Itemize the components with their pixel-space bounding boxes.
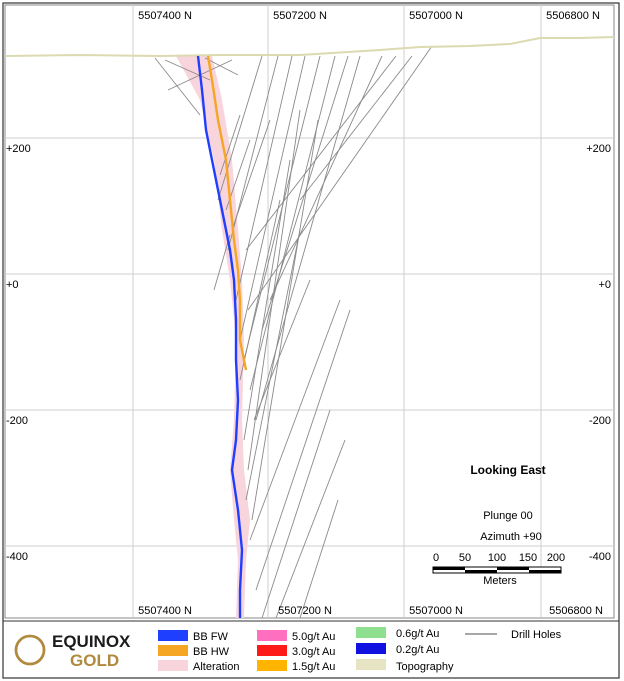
drill-hole bbox=[245, 55, 397, 251]
bb-fw-contact bbox=[196, 55, 244, 618]
scale-bar-segment bbox=[497, 567, 529, 570]
legend-label-5g: 5.0g/t Au bbox=[292, 631, 335, 643]
scale-tick-label: 100 bbox=[488, 552, 506, 564]
drill-hole bbox=[247, 45, 433, 311]
legend-swatch-bb-hw bbox=[158, 645, 188, 656]
northing-labels-bottom: 5507400 N 5507200 N 5507000 N 5506800 N bbox=[138, 605, 603, 617]
scale-tick-label: 50 bbox=[459, 552, 471, 564]
scale-bar-segment bbox=[529, 570, 561, 573]
scale-bar-segment bbox=[433, 567, 465, 570]
drill-hole bbox=[251, 119, 319, 521]
elevation-label: +0 bbox=[598, 279, 611, 291]
drill-hole bbox=[299, 499, 339, 619]
legend-label-bb-hw: BB HW bbox=[193, 646, 230, 658]
brand-name-line2: GOLD bbox=[70, 651, 119, 670]
drill-hole bbox=[255, 55, 361, 421]
brand-name-line1: EQUINOX bbox=[52, 632, 131, 651]
drill-hole bbox=[204, 57, 239, 76]
drill-hole bbox=[235, 55, 293, 301]
elevation-labels-left: +200 +0 -200 -400 bbox=[6, 143, 31, 563]
drill-hole bbox=[299, 55, 413, 201]
view-title: Looking East bbox=[470, 463, 545, 477]
scale-tick-label: 200 bbox=[547, 552, 565, 564]
drill-hole bbox=[164, 59, 211, 81]
drill-hole bbox=[269, 55, 383, 301]
plunge-label: Plunge 00 bbox=[483, 510, 533, 522]
legend-swatch-5g bbox=[257, 630, 287, 641]
scale-bar-segment bbox=[465, 570, 497, 573]
legend-swatch-bb-fw bbox=[158, 630, 188, 641]
drill-hole bbox=[231, 119, 271, 231]
drill-hole bbox=[275, 439, 346, 619]
legend-swatch-0-6g bbox=[356, 627, 386, 638]
northing-label: 5507200 N bbox=[278, 605, 332, 617]
legend-col-2: 5.0g/t Au 3.0g/t Au 1.5g/t Au bbox=[257, 630, 335, 673]
drill-hole bbox=[249, 55, 336, 391]
drill-hole bbox=[239, 199, 281, 381]
northing-label: 5507200 N bbox=[273, 10, 327, 22]
scale-bar: 0 50 100 150 200 Meters bbox=[432, 552, 565, 587]
northing-label: 5507400 N bbox=[138, 10, 192, 22]
elevation-label: -200 bbox=[6, 415, 28, 427]
legend-label-1-5g: 1.5g/t Au bbox=[292, 661, 335, 673]
drill-hole bbox=[217, 55, 263, 201]
drill-hole bbox=[239, 55, 306, 341]
elevation-label: -400 bbox=[589, 551, 611, 563]
drill-hole bbox=[243, 159, 291, 441]
northing-labels-top: 5507400 N 5507200 N 5507000 N 5506800 N bbox=[138, 10, 600, 22]
northing-label: 5507000 N bbox=[409, 605, 463, 617]
northing-label: 5507000 N bbox=[409, 10, 463, 22]
drill-hole bbox=[247, 109, 301, 471]
drill-hole bbox=[249, 299, 341, 541]
legend-swatch-3g bbox=[257, 645, 287, 656]
elevation-label: -200 bbox=[589, 415, 611, 427]
drill-holes bbox=[154, 45, 433, 619]
drill-hole bbox=[253, 279, 311, 421]
elevation-label: +200 bbox=[586, 143, 611, 155]
plot-frame bbox=[4, 4, 615, 619]
legend-label-0-6g: 0.6g/t Au bbox=[396, 628, 439, 640]
elevation-label: +0 bbox=[6, 279, 19, 291]
legend-label-bb-fw: BB FW bbox=[193, 631, 228, 643]
azimuth-label: Azimuth +90 bbox=[480, 531, 541, 543]
drill-hole bbox=[245, 229, 301, 501]
elevation-label: -400 bbox=[6, 551, 28, 563]
legend-col-3: 0.6g/t Au 0.2g/t Au Topography bbox=[356, 627, 454, 673]
drill-hole bbox=[261, 409, 331, 619]
grid bbox=[5, 5, 614, 618]
drill-hole bbox=[213, 234, 231, 291]
northing-label: 5507400 N bbox=[138, 605, 192, 617]
legend-label-drill-holes: Drill Holes bbox=[511, 629, 562, 641]
legend-label-3g: 3.0g/t Au bbox=[292, 646, 335, 658]
elevation-labels-right: +200 +0 -200 -400 bbox=[586, 143, 611, 563]
scale-unit: Meters bbox=[483, 575, 517, 587]
topography-line bbox=[4, 36, 615, 58]
northing-label: 5506800 N bbox=[549, 605, 603, 617]
scale-tick-label: 0 bbox=[433, 552, 439, 564]
logo-mark-icon bbox=[14, 634, 46, 666]
legend-col-1: BB FW BB HW Alteration bbox=[158, 630, 239, 673]
legend-swatch-0-2g bbox=[356, 643, 386, 654]
legend-label-alteration: Alteration bbox=[193, 661, 239, 673]
drill-hole bbox=[255, 309, 351, 591]
legend-swatch-topography bbox=[356, 659, 386, 670]
legend-swatch-1-5g bbox=[257, 660, 287, 671]
drill-hole bbox=[154, 57, 201, 116]
alteration-zone bbox=[176, 56, 250, 618]
legend-col-4: Drill Holes bbox=[465, 629, 562, 641]
scale-tick-label: 150 bbox=[519, 552, 537, 564]
bb-hw-contact bbox=[206, 55, 248, 371]
legend-label-0-2g: 0.2g/t Au bbox=[396, 644, 439, 656]
legend-label-topography: Topography bbox=[396, 661, 454, 673]
elevation-label: +200 bbox=[6, 143, 31, 155]
equinox-gold-logo: EQUINOX GOLD bbox=[14, 632, 131, 670]
northing-label: 5506800 N bbox=[546, 10, 600, 22]
drill-hole bbox=[219, 114, 241, 176]
legend-swatch-alteration bbox=[158, 660, 188, 671]
